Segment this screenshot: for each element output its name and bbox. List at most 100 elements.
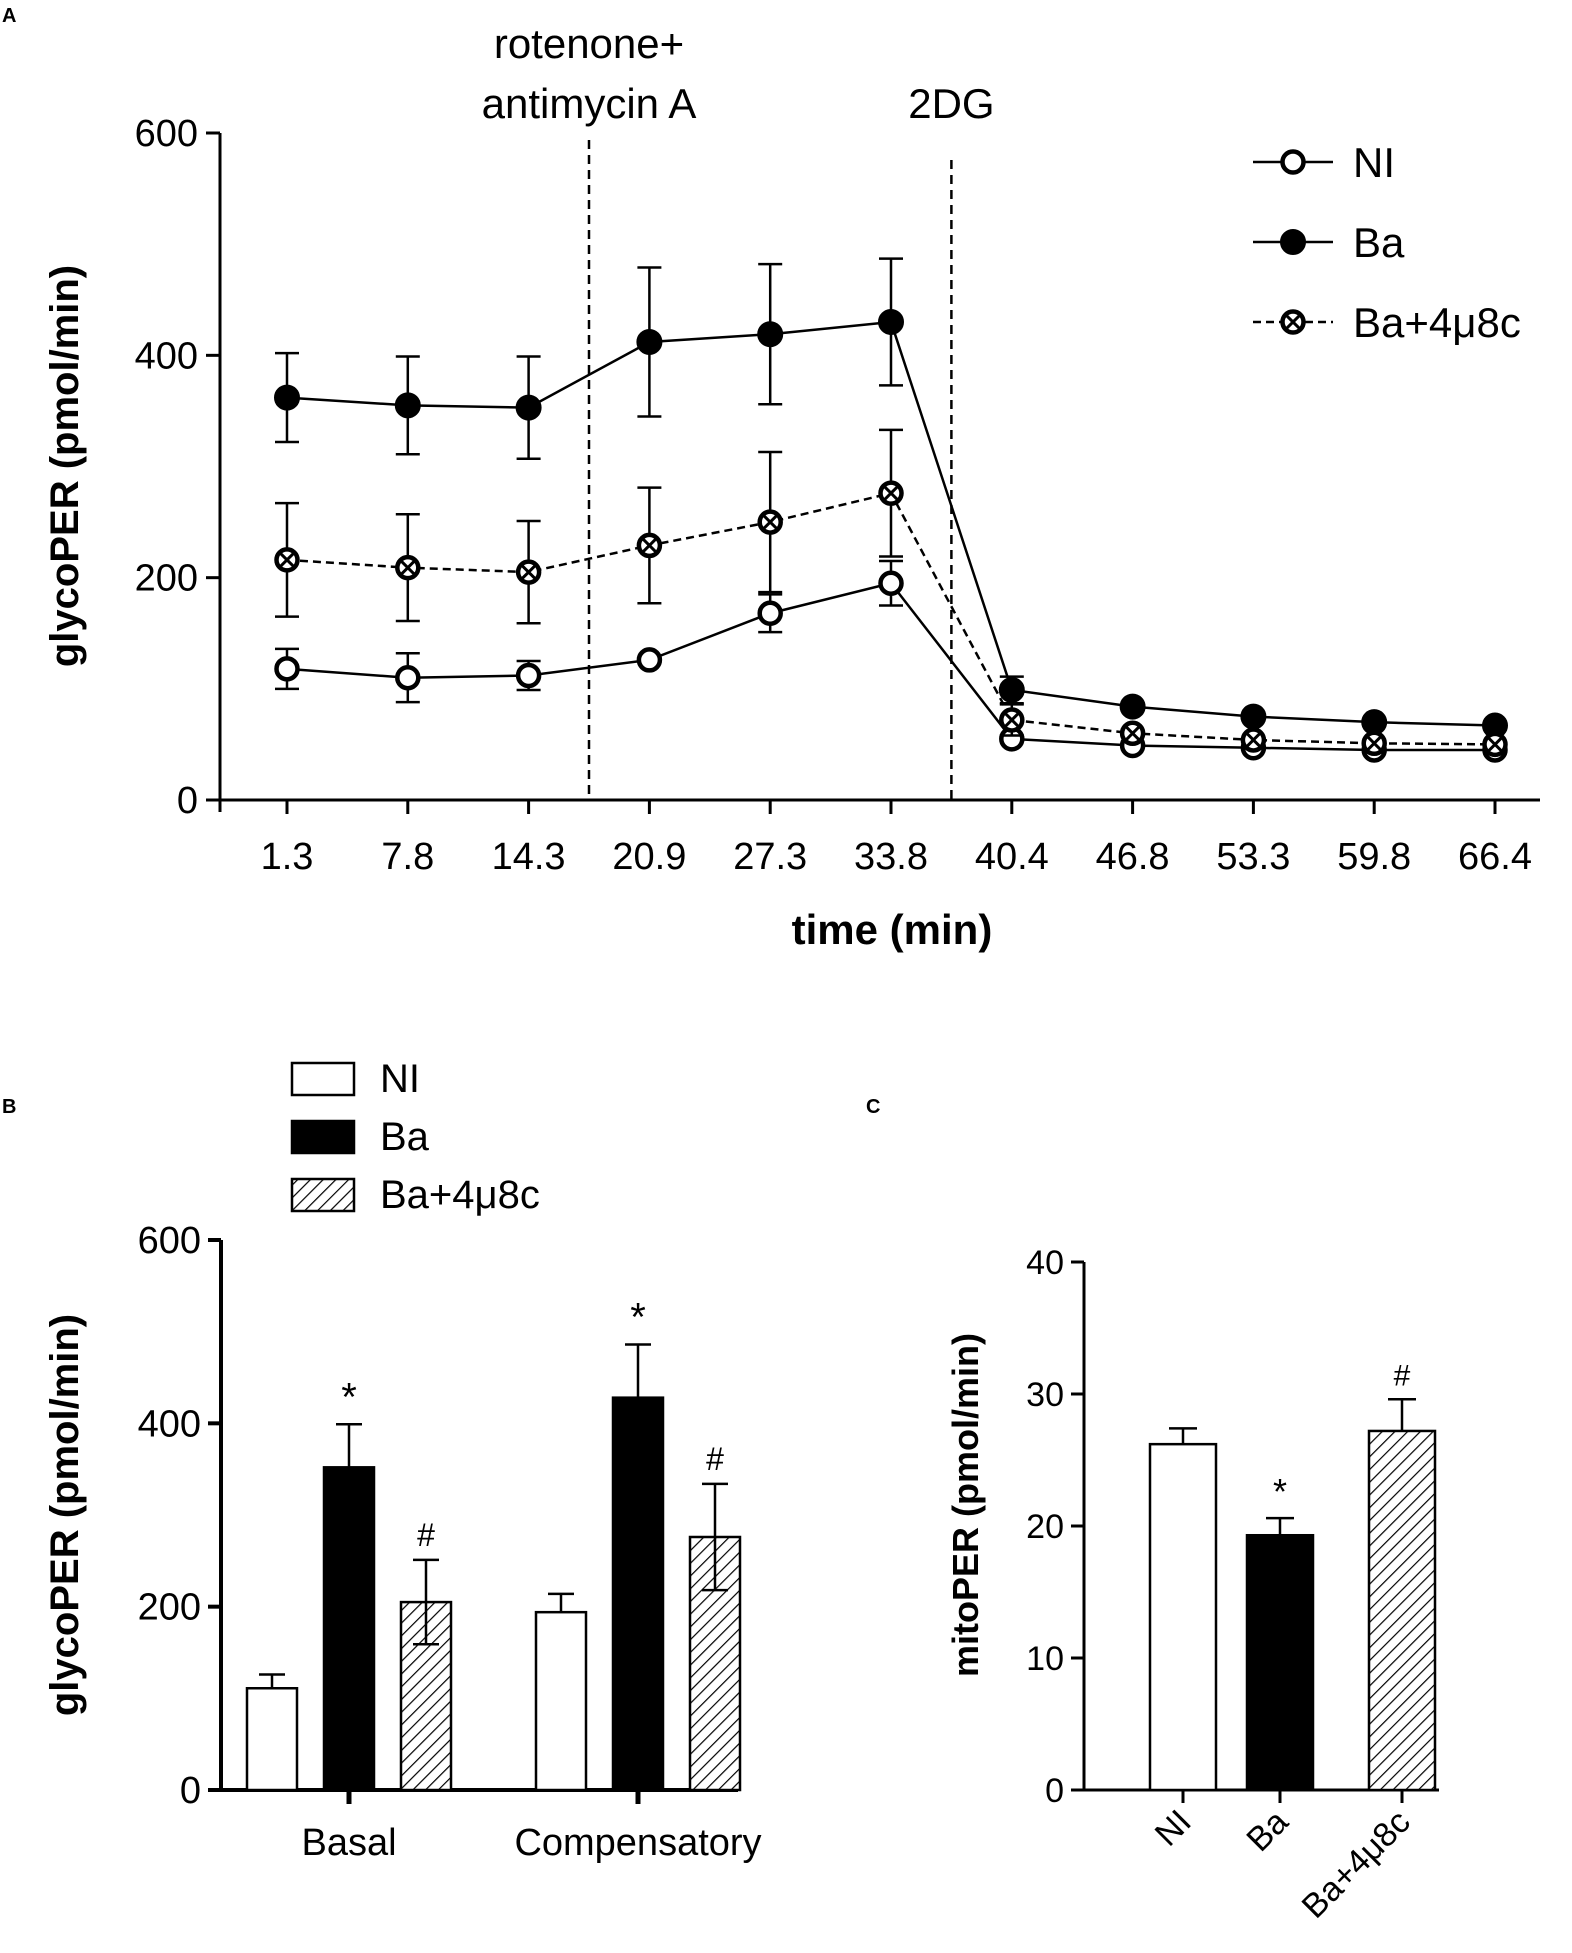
chart-a-point — [1119, 720, 1146, 747]
chart-a-series-line — [286, 581, 1495, 752]
chart-a-point — [1280, 229, 1306, 255]
chart-a-point — [878, 308, 904, 335]
chart-c-significance-mark: # — [1394, 1359, 1411, 1392]
chart-a-point — [1240, 703, 1267, 730]
chart-a-point — [757, 509, 783, 535]
chart-c-y-tick-label: 10 — [1026, 1640, 1064, 1678]
chart-b-legend-label: Ba+4μ8c — [380, 1173, 540, 1217]
chart-b-series-ni — [245, 1592, 588, 1792]
chart-a-point — [757, 600, 783, 626]
chart-a-y-tick-label: 200 — [135, 558, 198, 600]
chart-b-legend: NI Ba Ba+4μ8c — [290, 1057, 540, 1217]
chart-b-legend-label: NI — [380, 1057, 420, 1101]
chart-a-x-tick-label: 53.3 — [1216, 836, 1290, 878]
chart-a-point — [1361, 730, 1387, 757]
chart-a-x-axis-label: time (min) — [792, 906, 993, 953]
chart-c-x-tick-label: Ba — [1239, 1803, 1295, 1859]
chart-a-point — [999, 707, 1025, 733]
chart-a-point-cross — [279, 552, 295, 568]
chart-a-point — [878, 480, 904, 506]
chart-a-point-cross — [641, 537, 657, 553]
chart-c-significance-mark: * — [1273, 1471, 1287, 1512]
chart-c-y-tick-label: 0 — [1045, 1772, 1064, 1810]
chart-b-significance-mark: # — [706, 1441, 724, 1477]
chart-a-point — [515, 394, 542, 421]
chart-b-bar-chart: 0 200 400 600 Basal Compensatory glycoPER (pmo… — [43, 1057, 762, 1864]
chart-a-point — [274, 547, 300, 573]
chart-a-point — [636, 532, 663, 559]
chart-b-series-ba: ** — [322, 1296, 665, 1792]
chart-c-y-tick-label: 20 — [1026, 1508, 1064, 1546]
chart-b-legend-label: Ba — [380, 1115, 430, 1159]
chart-a-point-cross — [1245, 732, 1261, 748]
panel-label-a: A — [2, 5, 16, 27]
chart-a-point-cross — [1125, 725, 1141, 741]
chart-a-point-cross — [883, 485, 899, 501]
chart-b-y-tick-label: 400 — [138, 1403, 201, 1445]
chart-c-y-tick-label: 30 — [1026, 1376, 1064, 1414]
chart-a-point — [998, 676, 1025, 703]
chart-b-significance-mark: * — [341, 1375, 357, 1419]
chart-c-y-tick-label: 40 — [1026, 1244, 1064, 1282]
chart-b-y-tick-label: 0 — [180, 1770, 201, 1812]
chart-b-y-axis-label: glycoPER (pmol/min) — [43, 1314, 87, 1716]
chart-b-significance-mark: * — [630, 1296, 646, 1340]
chart-a-x-tick-label: 7.8 — [381, 836, 434, 878]
chart-b-x-tick-label: Compensatory — [514, 1822, 761, 1864]
chart-a-x-tick-label: 1.3 — [261, 836, 314, 878]
chart-a-point — [1119, 693, 1146, 720]
chart-c-bar — [1245, 1533, 1315, 1792]
chart-a-point — [636, 647, 663, 673]
chart-a-point — [1280, 309, 1306, 335]
chart-a-point — [757, 321, 784, 348]
chart-a-y-tick-label: 0 — [177, 780, 198, 822]
chart-b-y-tick-label: 200 — [138, 1587, 201, 1629]
chart-c-bar-group-ba: Ba * — [1239, 1471, 1315, 1859]
chart-a-line-chart: 0 200 400 600 1.3 7.8 14.3 20.9 27.3 33.8 40.4 46.8… — [43, 20, 1540, 953]
chart-b-bar — [611, 1396, 665, 1792]
chart-a-y-tick-label: 600 — [135, 113, 198, 155]
chart-a-point — [1240, 727, 1267, 753]
chart-a-point — [274, 384, 300, 411]
chart-a-annotation-label: antimycin A — [482, 80, 697, 127]
chart-a-point — [395, 554, 421, 581]
chart-b-legend-swatch — [290, 1119, 356, 1155]
chart-a-point — [274, 656, 300, 682]
chart-a-x-tick-label: 20.9 — [612, 836, 686, 878]
chart-a-point-cross — [400, 560, 416, 576]
chart-c-bar — [1367, 1429, 1437, 1792]
chart-a-point-cross — [1285, 314, 1301, 330]
chart-a-y-tick-label: 400 — [135, 335, 198, 377]
chart-a-series-ba-4-8c — [274, 428, 1508, 758]
chart-a-series-ni — [274, 559, 1508, 763]
chart-a-point-cross — [762, 514, 778, 530]
chart-a-y-axis-label: glycoPER (pmol/min) — [43, 265, 87, 667]
chart-a-x-tick-label: 27.3 — [733, 836, 807, 878]
chart-a-point-cross — [1366, 735, 1382, 751]
chart-b-significance-mark: # — [417, 1517, 435, 1553]
chart-a-x-tick-label: 14.3 — [492, 836, 566, 878]
chart-b-bar — [322, 1466, 376, 1792]
chart-c-y-axis-label: mitoPER (pmol/min) — [945, 1333, 986, 1677]
chart-a-point — [515, 559, 542, 585]
chart-b-y-tick-label: 600 — [138, 1220, 201, 1262]
chart-a-point — [1280, 149, 1306, 175]
chart-a-point-cross — [1487, 736, 1503, 752]
chart-b-x-tick-label: Basal — [301, 1822, 396, 1864]
chart-a-legend: NI Ba Ba+4μ8c — [1253, 139, 1521, 346]
chart-c-x-tick-label: NI — [1148, 1803, 1199, 1854]
chart-a-annotation-label: rotenone+ — [494, 20, 684, 67]
panel-label-b: B — [2, 1096, 16, 1118]
chart-a-point — [636, 328, 663, 355]
chart-c-bar-group-ni: NI — [1148, 1427, 1218, 1854]
chart-a-point — [878, 570, 904, 596]
chart-a-annotation-label: 2DG — [908, 80, 994, 127]
chart-c-bar-chart: 0 10 20 30 40 mitoPER (pmol/min) NI Ba * Ba+4μ8c # — [945, 1244, 1439, 1926]
chart-a-point-cross — [1004, 712, 1020, 728]
chart-a-x-tick-label: 46.8 — [1096, 836, 1170, 878]
chart-c-bar-group-ba-4-8c: Ba+4μ8c # — [1295, 1359, 1437, 1926]
chart-c-x-tick-label: Ba+4μ8c — [1295, 1803, 1418, 1926]
chart-a-x-tick-label: 59.8 — [1337, 836, 1411, 878]
